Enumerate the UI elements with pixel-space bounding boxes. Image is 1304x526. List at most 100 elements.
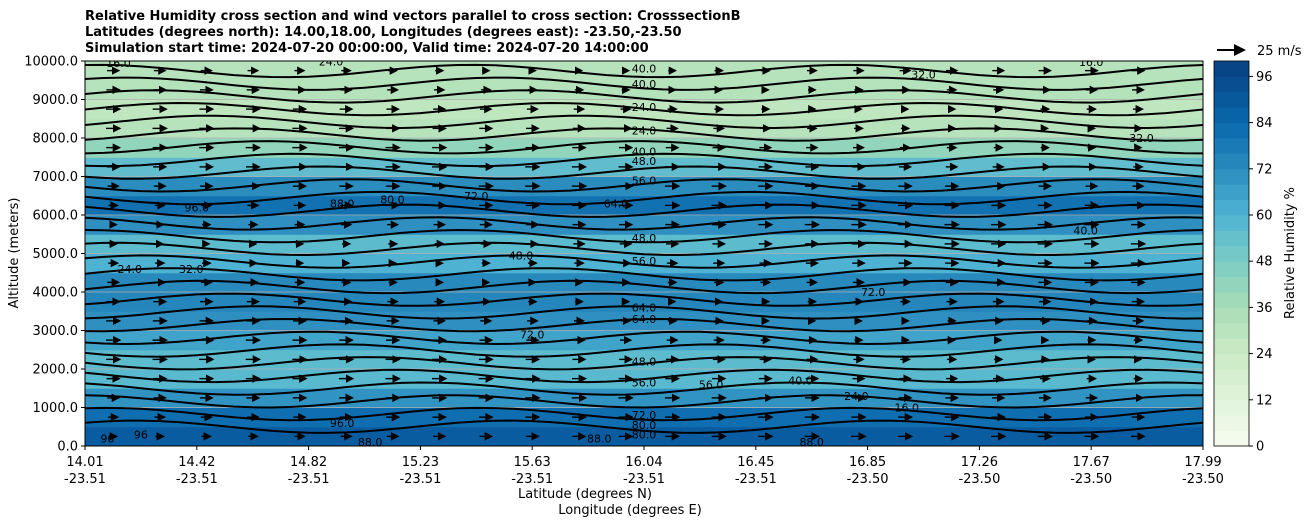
colorbar-band	[1214, 415, 1249, 431]
humidity-field	[85, 61, 1203, 446]
colorbar-band	[1214, 384, 1249, 401]
colorbar-band	[1214, 261, 1249, 277]
contour-label: 56.0	[699, 378, 724, 391]
contour-line	[85, 292, 1203, 307]
contour-line	[85, 356, 1203, 371]
colorbar-band	[1214, 430, 1249, 447]
contour-label: 96.0	[330, 417, 355, 430]
colorbar-band	[1214, 199, 1249, 216]
contour-label: 24.0	[319, 55, 344, 68]
contour-label: 16.0	[1079, 56, 1104, 69]
contour-line	[85, 140, 1203, 155]
x-tick-label-lat: 17.67	[1073, 455, 1110, 470]
colorbar: 0 12 24 36 48 60 72 84 96 Relative Humidity %	[1213, 60, 1298, 455]
contour-label: 56.0	[632, 376, 657, 389]
x-tick-label-lon: -23.50	[847, 472, 889, 487]
colorbar-band	[1214, 230, 1249, 247]
y-tick-label: 6000.0	[33, 209, 79, 224]
humidity-band	[85, 349, 1203, 370]
humidity-band	[85, 215, 1203, 235]
contour-label: 72.0	[520, 328, 545, 341]
y-tick-label: 9000.0	[33, 93, 79, 108]
colorbar-band	[1214, 91, 1249, 108]
colorbar-tick-label: 48	[1256, 255, 1273, 270]
contour-line	[85, 419, 1203, 434]
x-tick-label-lat: 16.45	[737, 455, 774, 470]
colorbar-tick-label: 12	[1256, 393, 1273, 408]
contour-line	[85, 114, 1203, 130]
contour-label: 40.0	[632, 145, 657, 158]
colorbar-band	[1214, 215, 1249, 231]
colorbar-band	[1214, 138, 1249, 154]
contour-label: 32.0	[179, 263, 204, 276]
contour-line	[85, 101, 1203, 117]
contour-label: 24.0	[844, 390, 869, 403]
colorbar-band	[1214, 399, 1249, 416]
contour-line	[85, 76, 1203, 91]
contour-line	[85, 89, 1203, 104]
colorbar-band	[1214, 168, 1249, 185]
colorbar-band	[1214, 338, 1249, 354]
y-tick-label: 10000.0	[24, 55, 78, 70]
quiver-key: 25 m/s	[1217, 44, 1302, 59]
colorbar-band	[1214, 307, 1249, 324]
contour-line	[85, 394, 1203, 409]
contour-line	[85, 152, 1203, 168]
contour-label: 40.0	[632, 78, 657, 91]
colorbar-band	[1214, 353, 1249, 370]
contour-label: 40.0	[1073, 224, 1098, 237]
quiver-key-label: 25 m/s	[1257, 44, 1302, 59]
x-tick-label-lat: 17.99	[1184, 455, 1221, 470]
x-tick-label-lon: -23.51	[288, 472, 330, 487]
colorbar-band	[1214, 292, 1249, 308]
x-tick-label-lon: -23.51	[735, 472, 777, 487]
contour-label: 16.0	[106, 57, 131, 70]
x-tick-label-lat: 17.26	[961, 455, 998, 470]
contour-line	[85, 190, 1203, 206]
x-tick-label-lon: -23.51	[64, 472, 106, 487]
y-axis-label: Altitude (meters)	[7, 198, 22, 309]
chart-title-line-3: Simulation start time: 2024-07-20 00:00:…	[85, 41, 649, 56]
colorbar-tick-label: 24	[1256, 347, 1273, 362]
contour-label: 24.0	[632, 101, 657, 114]
contour-label: 32.0	[911, 68, 936, 81]
contour-line	[85, 381, 1203, 396]
x-tick-label-lat: 14.82	[290, 455, 327, 470]
contour-line	[85, 279, 1203, 295]
colorbar-band	[1214, 322, 1249, 339]
wind-vectors	[105, 66, 1147, 441]
contour-label: 64.0	[604, 197, 629, 210]
contour-line	[85, 305, 1203, 320]
contour-label: 88.0	[330, 197, 355, 210]
colorbar-frame	[1213, 60, 1250, 447]
plot-area: 40.040.032.016.024.016.024.024.040.048.0…	[85, 55, 1203, 449]
x-tick-label-lon: -23.51	[176, 472, 218, 487]
colorbar-band	[1214, 276, 1249, 293]
colorbar-bands	[1214, 61, 1249, 447]
y-axis: 0.0 1000.0 2000.0 3000.0 4000.0 5000.0 6000.0 7…	[24, 55, 85, 455]
contour-label: 48.0	[509, 249, 534, 262]
colorbar-label: Relative Humidity %	[1283, 187, 1298, 319]
y-tick-label: 8000.0	[33, 132, 79, 147]
contour-line	[85, 241, 1203, 257]
y-tick-label: 4000.0	[33, 286, 79, 301]
contour-label: 88.0	[358, 436, 383, 449]
contour-line	[85, 216, 1203, 231]
contour-label: 56.0	[632, 255, 657, 268]
contour-line	[85, 165, 1203, 180]
contour-label: 48.0	[632, 155, 657, 168]
contour-label: 56.0	[632, 174, 657, 187]
contour-label: 80.0	[632, 428, 657, 441]
contour-label: 16.0	[894, 402, 919, 415]
chart-title-line-1: Relative Humidity cross section and wind…	[85, 9, 741, 24]
colorbar-tick-label: 96	[1256, 70, 1273, 85]
chart-title-line-2: Latitudes (degrees north): 14.00,18.00, …	[85, 25, 682, 40]
colorbar-band	[1214, 245, 1249, 262]
contour-label: 64.0	[632, 301, 657, 314]
x-tick-label-lat: 14.42	[178, 455, 215, 470]
contour-line	[85, 317, 1203, 333]
contour-line	[85, 368, 1203, 384]
contour-label: 40.0	[632, 63, 657, 76]
colorbar-tick-label: 0	[1256, 440, 1264, 455]
